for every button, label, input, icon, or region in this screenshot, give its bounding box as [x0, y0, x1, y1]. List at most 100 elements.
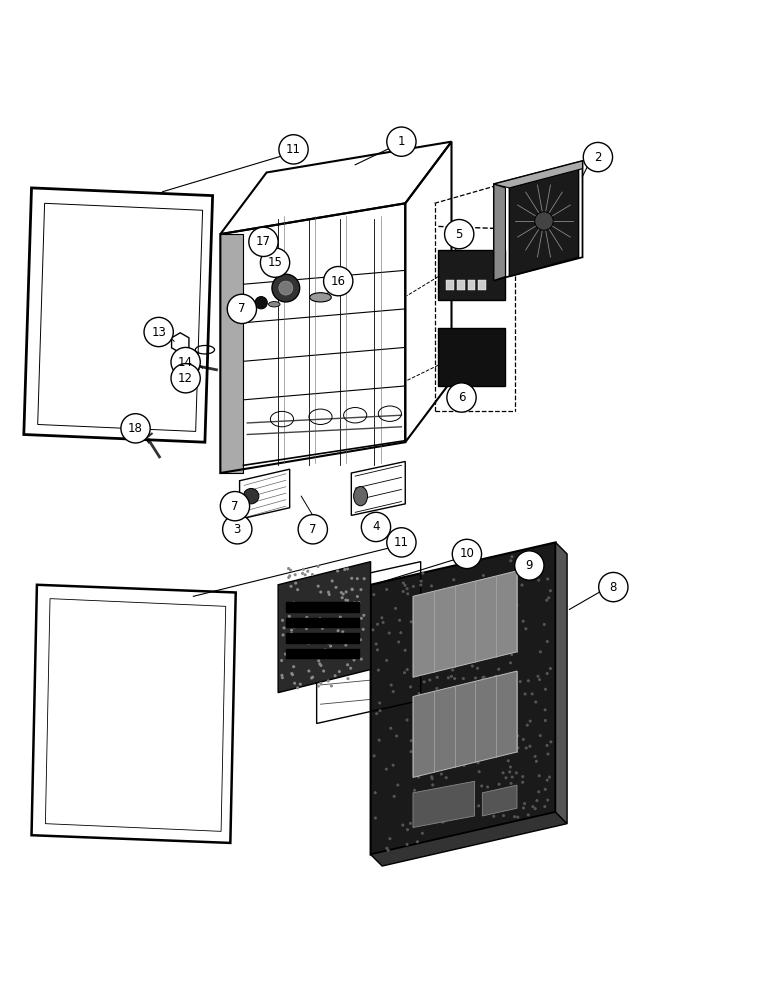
Circle shape: [517, 564, 520, 567]
Circle shape: [340, 649, 343, 652]
Circle shape: [473, 600, 476, 603]
Circle shape: [391, 764, 394, 767]
Circle shape: [460, 745, 463, 748]
Circle shape: [453, 743, 456, 746]
Circle shape: [292, 603, 295, 606]
Circle shape: [442, 643, 445, 646]
Circle shape: [397, 640, 400, 644]
Circle shape: [356, 595, 359, 598]
Circle shape: [320, 654, 323, 657]
Circle shape: [417, 775, 420, 778]
Circle shape: [537, 579, 540, 582]
Circle shape: [523, 802, 527, 805]
Circle shape: [534, 701, 537, 704]
Circle shape: [290, 672, 293, 675]
Circle shape: [506, 724, 509, 727]
Circle shape: [255, 297, 267, 309]
Circle shape: [442, 821, 445, 824]
Circle shape: [318, 662, 321, 665]
Circle shape: [491, 651, 494, 654]
Circle shape: [327, 593, 330, 596]
Circle shape: [296, 649, 299, 652]
Polygon shape: [494, 184, 506, 280]
Circle shape: [499, 712, 502, 715]
Circle shape: [539, 650, 542, 653]
Circle shape: [474, 676, 477, 680]
Circle shape: [293, 682, 296, 685]
Text: 2: 2: [594, 151, 601, 164]
Circle shape: [447, 383, 476, 412]
Circle shape: [479, 756, 482, 759]
Circle shape: [599, 572, 628, 602]
Circle shape: [296, 686, 300, 689]
Circle shape: [344, 568, 347, 571]
Circle shape: [538, 774, 541, 777]
Text: 5: 5: [455, 228, 463, 241]
Circle shape: [417, 645, 420, 648]
Circle shape: [330, 684, 333, 688]
Circle shape: [344, 644, 347, 647]
Circle shape: [536, 799, 539, 802]
Circle shape: [462, 677, 465, 680]
Circle shape: [323, 648, 327, 651]
Circle shape: [510, 782, 513, 785]
Circle shape: [410, 750, 413, 753]
Circle shape: [307, 623, 310, 626]
Circle shape: [359, 638, 362, 641]
Circle shape: [171, 364, 200, 393]
Ellipse shape: [269, 302, 280, 307]
Circle shape: [346, 606, 349, 609]
Circle shape: [327, 642, 330, 645]
Circle shape: [547, 596, 550, 599]
Circle shape: [432, 820, 435, 823]
Bar: [438, 250, 506, 300]
Circle shape: [303, 606, 306, 609]
Circle shape: [455, 756, 459, 759]
Circle shape: [429, 743, 432, 746]
Circle shape: [543, 719, 547, 722]
Circle shape: [445, 776, 448, 779]
Circle shape: [466, 584, 469, 587]
Circle shape: [510, 559, 513, 562]
Circle shape: [509, 691, 512, 694]
Circle shape: [306, 570, 310, 573]
Circle shape: [477, 804, 480, 807]
Circle shape: [436, 632, 439, 635]
Circle shape: [465, 659, 468, 662]
Circle shape: [442, 588, 445, 591]
Circle shape: [281, 676, 284, 679]
Circle shape: [482, 676, 486, 679]
Circle shape: [385, 588, 388, 591]
Circle shape: [317, 659, 320, 662]
Circle shape: [520, 584, 523, 587]
Circle shape: [521, 781, 524, 784]
Circle shape: [447, 676, 450, 679]
Circle shape: [493, 590, 496, 593]
Circle shape: [499, 606, 502, 609]
Circle shape: [430, 706, 433, 709]
Circle shape: [474, 630, 477, 634]
Circle shape: [319, 682, 322, 685]
Circle shape: [494, 675, 497, 678]
Circle shape: [473, 754, 476, 757]
Circle shape: [479, 680, 482, 683]
Circle shape: [289, 569, 292, 572]
Circle shape: [411, 585, 415, 588]
Circle shape: [317, 640, 320, 643]
Circle shape: [478, 628, 481, 631]
Circle shape: [546, 744, 549, 747]
Circle shape: [476, 761, 479, 764]
Circle shape: [293, 625, 296, 629]
Circle shape: [516, 734, 520, 737]
Circle shape: [307, 669, 310, 673]
Circle shape: [360, 658, 363, 661]
Circle shape: [317, 585, 320, 588]
Circle shape: [419, 583, 422, 587]
Circle shape: [336, 569, 339, 573]
Circle shape: [317, 610, 320, 613]
Circle shape: [317, 654, 320, 657]
Circle shape: [483, 808, 486, 811]
Text: 4: 4: [372, 520, 380, 533]
Circle shape: [320, 664, 323, 667]
Circle shape: [428, 647, 431, 651]
